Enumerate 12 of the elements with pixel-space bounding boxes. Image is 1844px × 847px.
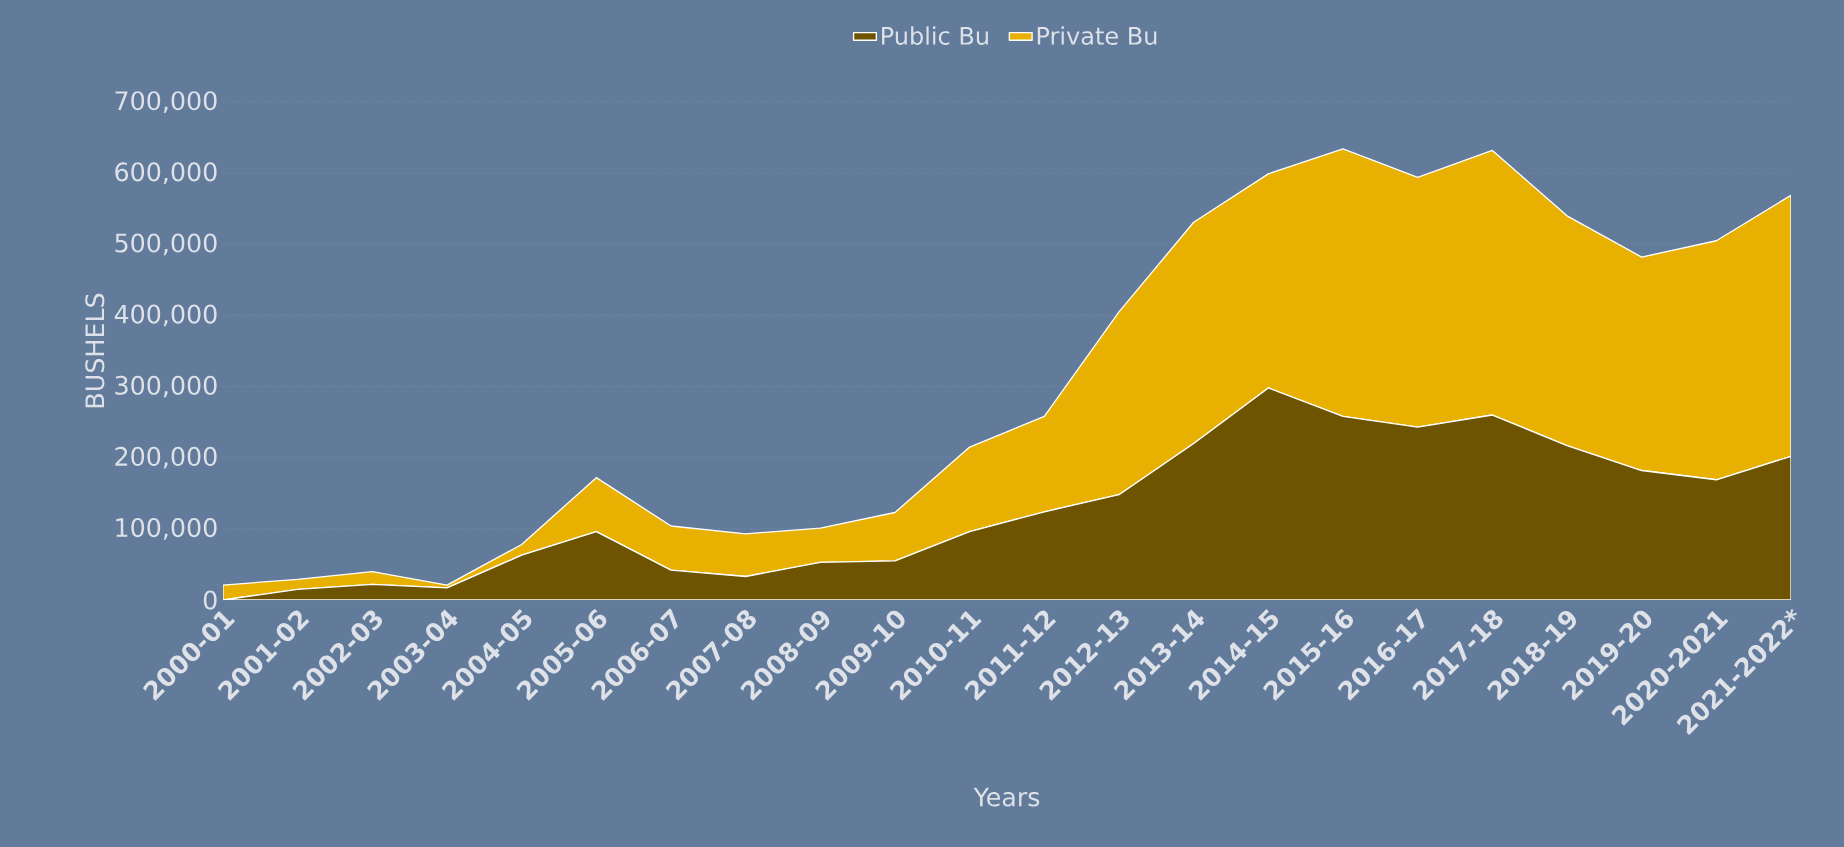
y-tick-label: 0 — [203, 590, 217, 610]
y-tick-label: 100,000 — [116, 517, 217, 540]
y-tick-label: 300,000 — [115, 375, 217, 398]
y-tick-label: 200,000 — [115, 446, 217, 469]
y-tick-label: 600,000 — [115, 162, 217, 185]
y-tick-label: 500,000 — [115, 233, 217, 256]
y-axis-title: BUSHELS — [85, 293, 105, 408]
legend-label: Public Bu — [882, 26, 988, 45]
y-tick-label: 700,000 — [115, 91, 217, 113]
x-axis-title: Years — [973, 787, 1040, 807]
y-tick-label: 400,000 — [114, 304, 217, 327]
legend-label: Private Bu — [1037, 26, 1157, 45]
